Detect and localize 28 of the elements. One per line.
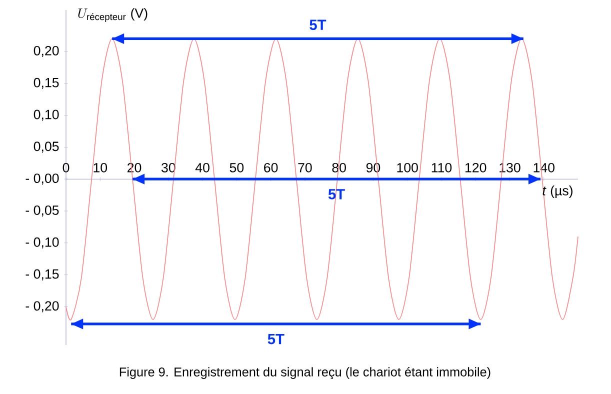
x-tick-label: 60 [264,162,278,172]
x-tick-label: 50 [230,162,244,172]
x-tick-label: 80 [332,162,346,172]
x-tick-label: 10 [94,162,108,172]
y-tick-label: - 0,00 [26,174,59,185]
x-axis-title: t (µs) [542,186,572,198]
annotation: 5T [328,189,345,200]
annotation: 5T [268,334,284,344]
x-tick-label: 140 [534,162,554,172]
annotation: 5T [310,20,326,30]
x-tick-label: 110 [432,162,452,172]
y-tick-label: - 0,20 [26,301,59,312]
x-tick-label: 40 [195,162,210,172]
y-tick-label: - 0,10 [26,237,59,248]
y-axis-title: $U_{\text{récepteur}}\ \text{(V)}$ [78,8,148,22]
y-tick-label: - 0,15 [26,269,59,280]
x-tick-label: 0 [62,162,70,172]
text: Figure 9. Enregistrement du signal reçu (le chariot étant immobile) [120,366,490,379]
x-tick-label: 90 [366,162,380,172]
x-tick-label: 70 [298,162,312,172]
y-tick-label: - 0,05 [26,205,59,217]
y-tick-label: 0,10 [34,110,59,121]
x-tick-label: 20 [128,162,142,172]
y-tick-label: 0,05 [34,142,59,153]
x-tick-label: 120 [466,162,486,172]
y-tick-label: 0,15 [34,78,59,89]
x-tick-label: 100 [397,162,418,172]
y-tick-label: 0,20 [34,46,59,57]
